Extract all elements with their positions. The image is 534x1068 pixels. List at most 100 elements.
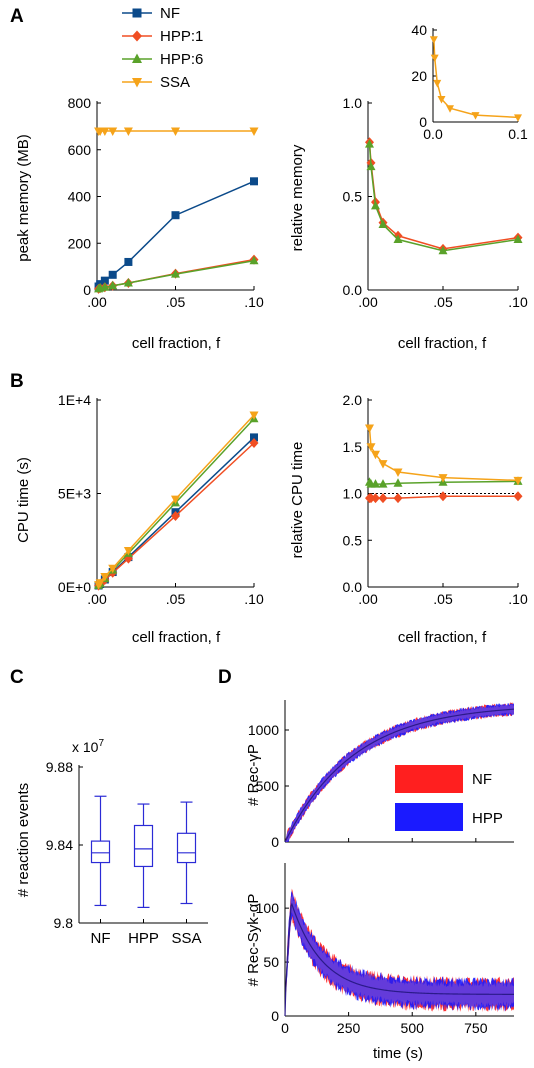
a-left-point-nf xyxy=(109,271,117,279)
a-left-x-tick-label: .05 xyxy=(166,294,186,310)
a-inset-y-tick-label: 0 xyxy=(419,114,427,130)
b-right-series-ssa-line xyxy=(370,428,519,480)
b-left-y-tick-label: 5E+3 xyxy=(58,486,91,502)
c-box xyxy=(178,833,196,862)
c-ylabel: # reaction events xyxy=(15,783,32,897)
c-y-tick-label: 9.88 xyxy=(46,759,73,775)
b-left-xlabel: cell fraction, f xyxy=(132,629,221,646)
d-top-y-tick-label: 1000 xyxy=(248,722,279,738)
a-left-axes: .00 .05 .10 0 200 400 600 800 xyxy=(68,95,264,310)
legend-label-3: SSA xyxy=(160,74,190,91)
panel-label-c: C xyxy=(10,667,24,688)
d-top-y-tick-label: 500 xyxy=(256,778,280,794)
c-y-tick-label: 9.8 xyxy=(54,915,74,931)
a-left-y-tick-label: 600 xyxy=(68,142,92,158)
b-left-ylabel: CPU time (s) xyxy=(15,457,32,543)
a-left-y-tick-label: 0 xyxy=(83,282,91,298)
a-right-series-hpp6-line xyxy=(370,144,519,251)
a-left-point-nf xyxy=(124,258,132,266)
d-legend-nf-swatch xyxy=(395,765,463,793)
a-right-y-tick-label: 1.0 xyxy=(343,95,363,111)
a-inset-point-ssa xyxy=(514,114,522,122)
a-left-y-tick-label: 400 xyxy=(68,189,92,205)
d-bottom-y-tick-label: 0 xyxy=(271,1008,279,1024)
panel-label-d: D xyxy=(218,667,232,688)
d-legend-hpp-label: HPP xyxy=(472,810,503,827)
b-right-point-ssa xyxy=(379,460,388,469)
legend: NF HPP:1 HPP:6 SSA xyxy=(122,5,203,91)
b-right-point-hpp1 xyxy=(439,491,448,501)
a-inset-y-tick-label: 40 xyxy=(411,22,427,38)
b-right-y-tick-label: 2.0 xyxy=(343,392,363,408)
c-box xyxy=(135,826,153,867)
a-right-x-tick-label: .10 xyxy=(508,294,528,310)
b-right-ylabel: relative CPU time xyxy=(289,442,306,559)
b-right-xlabel: cell fraction, f xyxy=(398,629,487,646)
legend-marker-0 xyxy=(133,9,142,18)
b-right-y-tick-label: 0.0 xyxy=(343,579,363,595)
a-right-x-tick-label: .05 xyxy=(433,294,453,310)
b-right-point-ssa xyxy=(365,425,374,434)
b-left-y-tick-label: 0E+0 xyxy=(58,579,91,595)
a-inset-point-ssa xyxy=(431,55,439,63)
a-right-y-tick-label: 0.5 xyxy=(343,189,363,205)
d-top-y-tick-label: 0 xyxy=(271,834,279,850)
panel-label-b: B xyxy=(10,371,24,392)
d-bottom-axes: 0 250 500 750 0 50 100 xyxy=(256,863,514,1036)
a-left-point-nf xyxy=(172,211,180,219)
legend-marker-1 xyxy=(132,31,142,42)
d-bottom-y-tick-label: 100 xyxy=(256,900,280,916)
d-bottom-x-tick-label: 750 xyxy=(464,1020,488,1036)
a-right-y-tick-label: 0.0 xyxy=(343,282,363,298)
a-left-ylabel: peak memory (MB) xyxy=(15,134,32,262)
a-inset-point-ssa xyxy=(430,36,438,44)
c-exponent-label: x 107 xyxy=(72,738,104,755)
b-left-x-tick-label: .05 xyxy=(166,591,186,607)
d-bottom-overlap-band xyxy=(285,893,514,1016)
d-bottom-x-tick-label: 500 xyxy=(401,1020,425,1036)
b-right-point-hpp1 xyxy=(379,493,388,503)
b-right-y-tick-label: 1.5 xyxy=(343,439,363,455)
d-bottom-xlabel: time (s) xyxy=(373,1045,423,1062)
panel-label-a: A xyxy=(10,6,24,27)
b-left-y-tick-label: 1E+4 xyxy=(58,392,91,408)
legend-label-2: HPP:6 xyxy=(160,51,203,68)
a-right-ylabel: relative memory xyxy=(289,144,306,251)
b-right-point-hpp1 xyxy=(514,491,523,501)
b-right-point-hpp1 xyxy=(394,493,403,503)
b-right-x-tick-label: .10 xyxy=(508,591,528,607)
a-inset-axes: 0.0 0.1 0 20 40 xyxy=(411,22,528,142)
c-box xyxy=(92,841,110,862)
b-right-y-tick-label: 1.0 xyxy=(343,486,363,502)
c-category-label: NF xyxy=(91,930,111,947)
b-left-x-tick-label: .10 xyxy=(244,591,264,607)
b-left-axes: .00 .05 .10 0E+0 5E+3 1E+4 xyxy=(58,392,264,607)
c-y-tick-label: 9.84 xyxy=(46,837,73,853)
a-left-xlabel: cell fraction, f xyxy=(132,335,221,352)
a-left-y-tick-label: 800 xyxy=(68,95,92,111)
legend-label-1: HPP:1 xyxy=(160,28,203,45)
c-axes: 9.8 9.84 9.88 xyxy=(46,759,208,931)
b-right-y-tick-label: 0.5 xyxy=(343,532,363,548)
d-bottom-y-tick-label: 50 xyxy=(263,954,279,970)
d-legend-hpp-swatch xyxy=(395,803,463,831)
a-inset-x-tick-label: 0.1 xyxy=(508,126,528,142)
a-inset-y-tick-label: 20 xyxy=(411,68,427,84)
a-right-xlabel: cell fraction, f xyxy=(398,335,487,352)
d-legend-nf-label: NF xyxy=(472,771,492,788)
d-top-ylabel: # Rec-γP xyxy=(245,744,262,806)
c-exponent-power: 7 xyxy=(98,738,104,749)
d-bottom-x-tick-label: 250 xyxy=(337,1020,361,1036)
b-right-x-tick-label: .05 xyxy=(433,591,453,607)
d-bottom-x-tick-label: 0 xyxy=(281,1020,289,1036)
c-category-label: HPP xyxy=(128,930,159,947)
a-left-x-tick-label: .10 xyxy=(244,294,264,310)
c-category-label: SSA xyxy=(171,930,201,947)
a-left-point-nf xyxy=(250,177,258,185)
legend-label-0: NF xyxy=(160,5,180,22)
c-exponent-base: x 10 xyxy=(72,739,99,755)
a-left-y-tick-label: 200 xyxy=(68,235,92,251)
plot-area: .00.05.100200400600800.00.05.100.00.51.0… xyxy=(46,22,528,1036)
a-inset-point-ssa xyxy=(433,80,441,88)
